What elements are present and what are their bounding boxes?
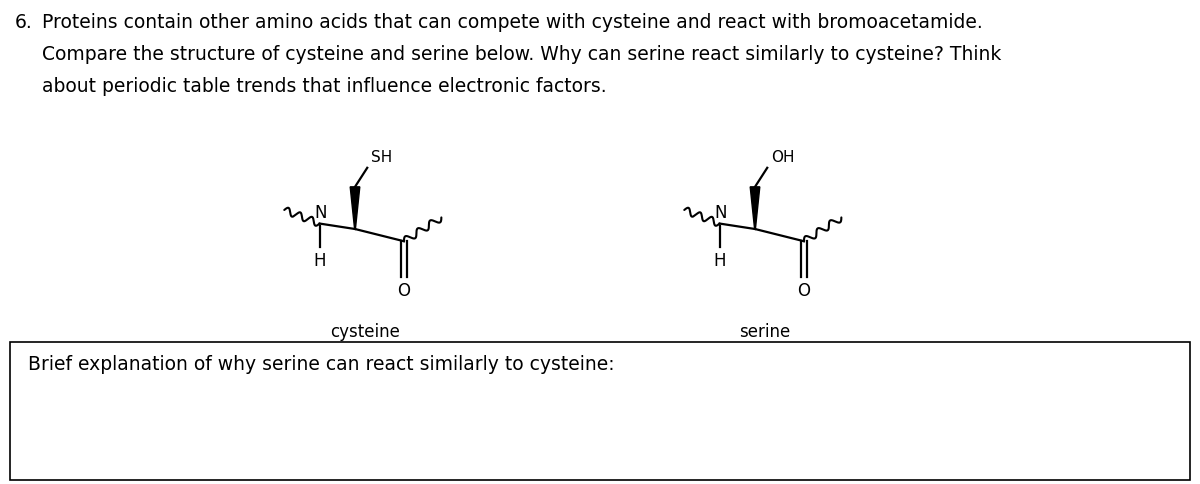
Text: OH: OH <box>772 150 794 165</box>
Text: Compare the structure of cysteine and serine below. Why can serine react similar: Compare the structure of cysteine and se… <box>42 45 1001 64</box>
FancyBboxPatch shape <box>10 342 1190 480</box>
Polygon shape <box>350 187 360 229</box>
Text: O: O <box>397 281 410 299</box>
Text: N: N <box>314 203 326 221</box>
Text: 6.: 6. <box>14 13 32 32</box>
Text: N: N <box>714 203 727 221</box>
Polygon shape <box>750 187 760 229</box>
Text: Brief explanation of why serine can react similarly to cysteine:: Brief explanation of why serine can reac… <box>28 354 614 373</box>
Text: SH: SH <box>371 150 392 165</box>
Text: cysteine: cysteine <box>330 322 400 340</box>
Text: H: H <box>713 252 726 270</box>
Text: Proteins contain other amino acids that can compete with cysteine and react with: Proteins contain other amino acids that … <box>42 13 983 32</box>
Text: O: O <box>798 281 810 299</box>
Text: H: H <box>313 252 326 270</box>
Text: serine: serine <box>739 322 791 340</box>
Text: about periodic table trends that influence electronic factors.: about periodic table trends that influen… <box>42 77 607 96</box>
